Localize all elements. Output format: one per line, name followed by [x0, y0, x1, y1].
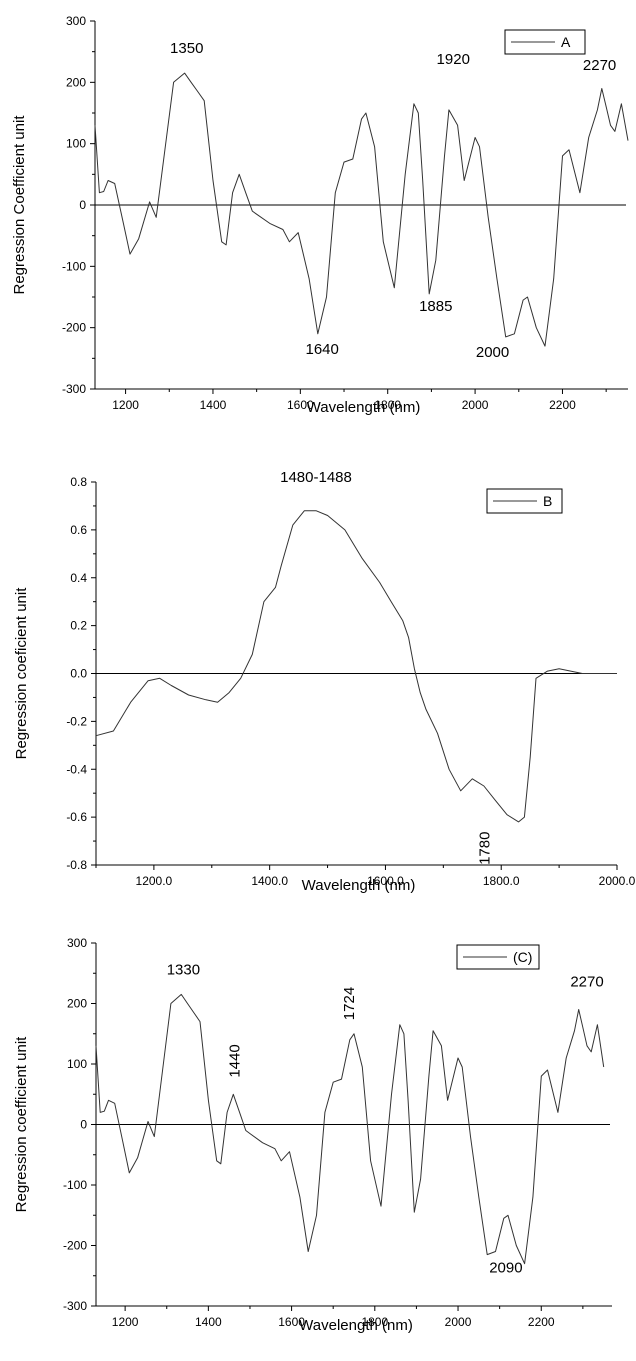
- y-tick-label: 0.6: [70, 523, 87, 537]
- peak-annotation: 2270: [583, 57, 616, 74]
- y-tick-label: 100: [67, 1057, 87, 1071]
- y-tick-label: 0: [80, 1118, 87, 1132]
- peak-annotation: 1640: [305, 341, 338, 358]
- peak-annotation: 1440: [227, 1044, 244, 1077]
- y-tick-label: -0.8: [66, 858, 87, 872]
- y-tick-label: 200: [67, 997, 87, 1011]
- peak-annotation: 1885: [419, 298, 452, 315]
- x-tick-label: 1200: [112, 398, 139, 412]
- peak-annotation: 2000: [476, 344, 509, 361]
- legend: A: [504, 29, 586, 55]
- y-tick-label: 300: [67, 936, 87, 950]
- peak-annotation: 1724: [341, 987, 358, 1020]
- y-tick-label: -200: [63, 1239, 87, 1253]
- x-tick-label: 2200: [528, 1315, 555, 1329]
- chart-panel-b: -0.8 -0.6 -0.4 -0.2 0.0 0.2 0.4 0.6 0.8 1200.0 140…: [13, 469, 636, 894]
- x-axis-label: Wavelength (nm): [302, 877, 416, 894]
- y-tick-label: 200: [66, 75, 86, 89]
- y-axis-label: Regression Coefficient unit: [11, 115, 28, 295]
- x-tick-label: 1400.0: [251, 874, 288, 888]
- y-tick-label: 0.4: [70, 571, 87, 585]
- peak-annotation: 1780: [477, 832, 494, 865]
- x-tick-label: 2000: [445, 1315, 472, 1329]
- x-tick-label: 1600: [278, 1315, 305, 1329]
- y-tick-label: 0.2: [70, 619, 87, 633]
- x-tick-label: 1600.0: [367, 874, 404, 888]
- x-axis-label: Wavelength (nm): [307, 399, 421, 416]
- x-tick-label: 2000.0: [599, 874, 636, 888]
- y-tick-label: -300: [62, 382, 86, 396]
- x-tick-label: 2000: [462, 398, 489, 412]
- y-tick-label: 100: [66, 137, 86, 151]
- peak-annotation: 1920: [437, 51, 470, 68]
- x-tick-label: 1400: [195, 1315, 222, 1329]
- peak-annotation: 1330: [167, 961, 200, 978]
- peak-annotation: 1350: [170, 40, 203, 57]
- y-tick-label: 0.8: [70, 475, 87, 489]
- chart-panel-c: -300 -200 -100 0 100 200 300 1200 1400 1600 1800 20…: [13, 936, 612, 1334]
- x-tick-label: 1400: [200, 398, 227, 412]
- y-tick-label: 0: [79, 198, 86, 212]
- legend: (C): [456, 944, 540, 970]
- y-tick-label: -200: [62, 321, 86, 335]
- y-tick-label: -100: [63, 1178, 87, 1192]
- x-tick-label: 1800.0: [483, 874, 520, 888]
- y-tick-label: -300: [63, 1299, 87, 1313]
- y-tick-label: -0.2: [66, 714, 87, 728]
- x-tick-label: 1200.0: [136, 874, 173, 888]
- x-tick-label: 1200: [112, 1315, 139, 1329]
- x-tick-label: 2200: [549, 398, 576, 412]
- series-line: [94, 72, 629, 347]
- y-tick-label: 0.0: [70, 667, 87, 681]
- y-tick-label: 300: [66, 14, 86, 28]
- x-axis-label: Wavelength (nm): [299, 1317, 413, 1334]
- chart-panel-a: -300 -200 -100 0 100 200 300 1200 1400 1600 1800 20…: [11, 14, 629, 416]
- x-tick-label: 1600: [287, 398, 314, 412]
- series-line: [95, 993, 605, 1265]
- y-tick-label: -0.4: [66, 762, 87, 776]
- legend: B: [486, 488, 563, 514]
- y-tick-label: -100: [62, 259, 86, 273]
- y-tick-label: -0.6: [66, 810, 87, 824]
- legend-label: A: [561, 34, 571, 50]
- peak-annotation: 2270: [570, 974, 603, 991]
- y-axis-label: Regression coeficient unit: [13, 587, 30, 760]
- peak-annotation: 2090: [489, 1260, 522, 1277]
- x-tick-label: 1800: [374, 398, 401, 412]
- series-line: [95, 510, 617, 823]
- x-tick-label: 1800: [361, 1315, 388, 1329]
- legend-label: B: [543, 493, 552, 509]
- y-axis-label: Regression coefficient unit: [13, 1036, 30, 1212]
- legend-label: (C): [513, 949, 532, 965]
- peak-annotation: 1480-1488: [280, 469, 352, 486]
